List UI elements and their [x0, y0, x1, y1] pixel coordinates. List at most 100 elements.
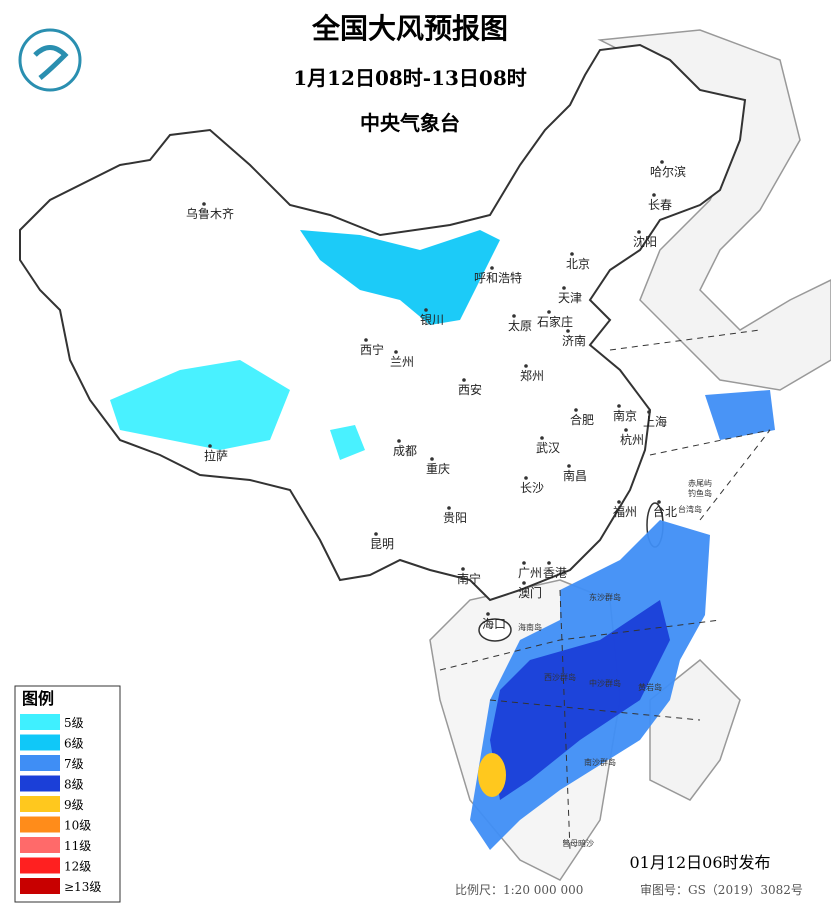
- wind-area: [300, 230, 500, 325]
- city-dot: [637, 230, 641, 234]
- city-label: 西宁: [360, 342, 384, 357]
- release: 01月12日06时发布: [629, 853, 770, 872]
- city-label: 银川: [420, 313, 444, 327]
- city-label: 海口: [482, 616, 506, 631]
- issuer: 中央气象台: [360, 111, 460, 135]
- city-dot: [447, 506, 451, 510]
- city-label: 武汉: [536, 441, 560, 455]
- city-label: 长沙: [520, 481, 544, 495]
- wind-area: [705, 390, 775, 440]
- city-label: 重庆: [426, 462, 450, 476]
- legend-swatch: [20, 837, 60, 853]
- legend-swatch: [20, 714, 60, 730]
- hainan: [478, 618, 512, 642]
- city-dot: [547, 310, 551, 314]
- legend-label: 9级: [64, 798, 84, 812]
- legend-swatch: [20, 775, 60, 792]
- legend: 5级 6级 7级 8级 9级 10级 11级 12级 ≥13级: [20, 714, 101, 894]
- city-dot: [660, 160, 664, 164]
- city-label: 台北: [653, 504, 677, 519]
- place-label: 赤尾屿: [688, 479, 712, 488]
- city-dot: [547, 561, 551, 565]
- city-dot: [567, 464, 571, 468]
- city-dot: [617, 500, 621, 504]
- city-label: 石家庄: [537, 314, 573, 329]
- city-label: 合肥: [570, 412, 594, 427]
- city-dot: [202, 202, 206, 206]
- place-label: 海南岛: [518, 622, 542, 632]
- city-dot: [617, 404, 621, 408]
- city-label: 成都: [393, 444, 417, 458]
- city-dot: [512, 314, 516, 318]
- wind-area: [478, 753, 506, 797]
- city-label: 西安: [458, 382, 482, 397]
- legend-swatch: [20, 734, 60, 751]
- city-dot: [540, 436, 544, 440]
- city-dot: [208, 444, 212, 448]
- legend-swatch: [20, 816, 60, 833]
- city-label: 天津: [558, 291, 582, 305]
- city-dot: [657, 500, 661, 504]
- city-label: 上海: [643, 414, 667, 429]
- place-label: 南沙群岛: [584, 757, 616, 767]
- sea-lines: [439, 329, 771, 851]
- china-border: [19, 43, 747, 602]
- city-label: 太原: [508, 318, 532, 333]
- legend-label: 10级: [64, 819, 91, 833]
- city-dot: [486, 612, 490, 616]
- place-label: 台湾岛: [678, 504, 702, 514]
- logo: [18, 28, 82, 92]
- city-label: 呼和浩特: [474, 270, 522, 285]
- legend-swatch: [20, 857, 60, 874]
- city-label: 哈尔滨: [650, 164, 686, 179]
- city-dot: [624, 428, 628, 432]
- period: 1月12日08时-13日08时: [293, 66, 527, 90]
- city-dot: [397, 439, 401, 443]
- scale: 比例尺：1:20 000 000: [455, 883, 583, 897]
- city-label: 杭州: [620, 432, 644, 447]
- city-label: 昆明: [370, 537, 394, 551]
- legend-swatch: [20, 796, 60, 812]
- city-label: 乌鲁木齐: [186, 206, 234, 221]
- wind-area: [490, 600, 670, 800]
- city-dot: [574, 408, 578, 412]
- legend-label: 8级: [64, 778, 84, 792]
- city-dot: [566, 329, 570, 333]
- wind-area: [330, 425, 365, 460]
- city-dot: [524, 476, 528, 480]
- legend-swatch: [20, 755, 60, 771]
- city-dot: [462, 378, 466, 382]
- city-label: 南昌: [563, 468, 587, 483]
- city-label: 长春: [648, 198, 672, 212]
- city-dot: [424, 308, 428, 312]
- legend-label: 7级: [64, 757, 84, 771]
- city-label: 香港: [543, 566, 567, 580]
- city-dot: [461, 567, 465, 571]
- city-label: 郑州: [520, 368, 544, 383]
- legend-label: 11级: [64, 839, 91, 853]
- legend-title: 图例: [22, 689, 54, 708]
- city-dot: [374, 532, 378, 536]
- city-label: 济南: [562, 333, 586, 348]
- city-label: 澳门: [518, 585, 542, 600]
- review: 审图号：GS（2019）3082号: [640, 882, 803, 897]
- legend-label: 12级: [64, 860, 91, 874]
- city-dot: [522, 561, 526, 565]
- city-label: 贵阳: [443, 511, 467, 525]
- city-dot: [490, 266, 494, 270]
- city-dot: [430, 457, 434, 461]
- city-dot: [364, 338, 368, 342]
- legend-label: 5级: [64, 716, 84, 730]
- city-label: 沈阳: [633, 234, 657, 249]
- place-label: 黄岩岛: [638, 682, 662, 692]
- legend-label: 6级: [64, 737, 84, 751]
- city-label: 北京: [566, 257, 590, 271]
- place-label: 曾母暗沙: [562, 838, 594, 848]
- wind-areas: [110, 230, 775, 850]
- city-label: 福州: [613, 504, 637, 519]
- city-dot: [522, 581, 526, 585]
- place-label: 钓鱼岛: [688, 488, 712, 498]
- city-label: 兰州: [390, 355, 414, 369]
